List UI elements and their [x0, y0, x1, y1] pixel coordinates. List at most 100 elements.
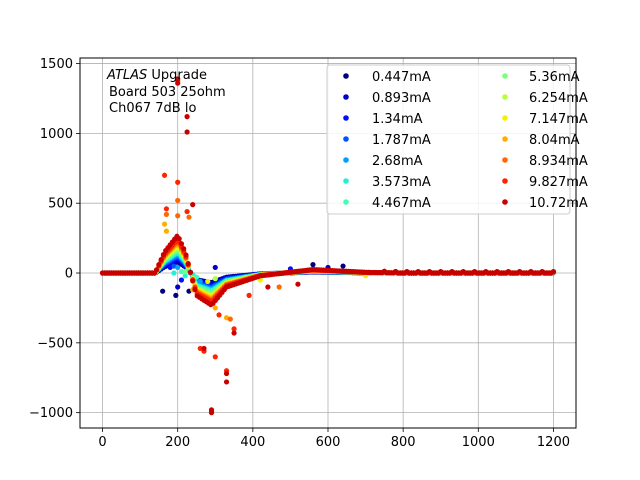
series-10.72mA [99, 76, 557, 416]
data-point-outlier [161, 221, 168, 227]
data-point-outlier [182, 273, 188, 279]
legend-label: 3.573mA [372, 175, 431, 190]
data-point-outlier [223, 379, 230, 385]
data-point-outlier [184, 129, 190, 135]
legend-marker [343, 73, 349, 79]
data-point-outlier [175, 213, 181, 219]
data-point [158, 257, 164, 263]
data-point-outlier [175, 76, 181, 82]
legend-label: 9.827mA [529, 175, 588, 190]
x-tick-label: 400 [240, 435, 265, 450]
x-tick-label: 0 [98, 435, 106, 450]
data-point-outlier [163, 228, 170, 234]
legend-marker [343, 199, 349, 205]
legend-marker [343, 94, 349, 100]
data-point-outlier [175, 197, 181, 204]
data-point-outlier [178, 269, 185, 275]
legend-marker [502, 199, 508, 205]
data-point-outlier [340, 263, 346, 269]
annotation-line-3: Ch067 7dB lo [109, 101, 196, 116]
data-point-outlier [231, 330, 237, 336]
x-tick-label: 1200 [537, 435, 570, 450]
y-tick-label: 500 [48, 197, 73, 212]
data-point-outlier [212, 354, 218, 360]
data-point-outlier [163, 206, 170, 212]
data-point-outlier [163, 211, 170, 217]
legend-label: 7.147mA [529, 112, 588, 127]
legend-marker [343, 136, 349, 142]
data-point-outlier [184, 208, 190, 215]
legend-marker [343, 178, 349, 184]
legend-marker [343, 115, 349, 121]
data-point [187, 269, 194, 275]
legend-marker [343, 157, 349, 163]
x-tick-label: 800 [391, 435, 416, 450]
annotation-line-2: Board 503 25ohm [109, 85, 226, 100]
y-tick-label: 1500 [40, 57, 73, 72]
legend-marker [502, 157, 508, 163]
x-tick-label: 1000 [462, 435, 495, 450]
data-point-outlier [212, 305, 218, 311]
data-point-outlier [197, 345, 203, 352]
data-point-outlier [173, 292, 179, 298]
legend-label: 8.934mA [529, 154, 588, 169]
data-point-outlier [182, 269, 188, 275]
legend-label: 4.467mA [372, 196, 431, 211]
y-tick-label: 0 [65, 267, 73, 282]
data-point-outlier [175, 179, 181, 185]
data-point-outlier [276, 284, 282, 290]
data-point [178, 241, 185, 247]
data-point [181, 246, 187, 252]
data-point-outlier [171, 270, 177, 276]
legend: 0.447mA 0.893mA 1.34mA 1.787mA 2.68mA 3.573mA… [326, 64, 588, 215]
data-point-outlier [160, 288, 166, 294]
data-point-outlier [208, 410, 215, 416]
data-point-outlier [175, 284, 181, 290]
data-point-outlier [310, 262, 316, 268]
data-point-outlier [186, 214, 192, 220]
legend-label: 10.72mA [529, 196, 588, 211]
y-tick-label: −500 [37, 336, 73, 351]
data-point-outlier [175, 264, 181, 271]
data-point-outlier [227, 316, 233, 322]
legend-label: 6.254mA [529, 91, 588, 106]
legend-label: 5.36mA [529, 70, 580, 85]
data-point-outlier [216, 312, 222, 318]
data-point [550, 269, 557, 275]
legend-label: 2.68mA [372, 154, 423, 169]
data-point-outlier [205, 278, 211, 284]
legend-marker [502, 136, 508, 142]
data-point [183, 252, 189, 258]
legend-marker [502, 73, 508, 79]
y-tick-label: 1000 [40, 127, 73, 142]
data-point [154, 267, 160, 273]
data-point-outlier [212, 276, 218, 282]
x-tick-label: 600 [316, 435, 341, 450]
data-point-outlier [201, 345, 207, 352]
annotation-line-1: ATLAS Upgrade [106, 68, 207, 83]
legend-label: 0.893mA [372, 91, 431, 106]
legend-box [326, 64, 571, 215]
x-tick-label: 200 [165, 435, 190, 450]
data-point-outlier [265, 284, 271, 290]
data-point [176, 236, 182, 242]
data-point [156, 262, 162, 268]
data-point-outlier [223, 370, 230, 377]
data-point [160, 251, 167, 258]
y-tick-label: −1000 [29, 406, 73, 421]
data-point-outlier [197, 278, 203, 284]
data-point-outlier [212, 264, 218, 271]
legend-marker [502, 178, 508, 184]
data-point-outlier [175, 80, 181, 86]
legend-label: 8.04mA [529, 133, 580, 148]
legend-label: 0.447mA [372, 70, 431, 85]
data-point [190, 278, 196, 284]
legend-marker [502, 115, 508, 121]
data-point-outlier [246, 292, 252, 298]
data-point-outlier [161, 172, 168, 178]
data-point-outlier [178, 277, 185, 283]
data-point [192, 286, 198, 293]
legend-marker [502, 94, 508, 100]
annotation-italic: ATLAS [106, 68, 147, 83]
